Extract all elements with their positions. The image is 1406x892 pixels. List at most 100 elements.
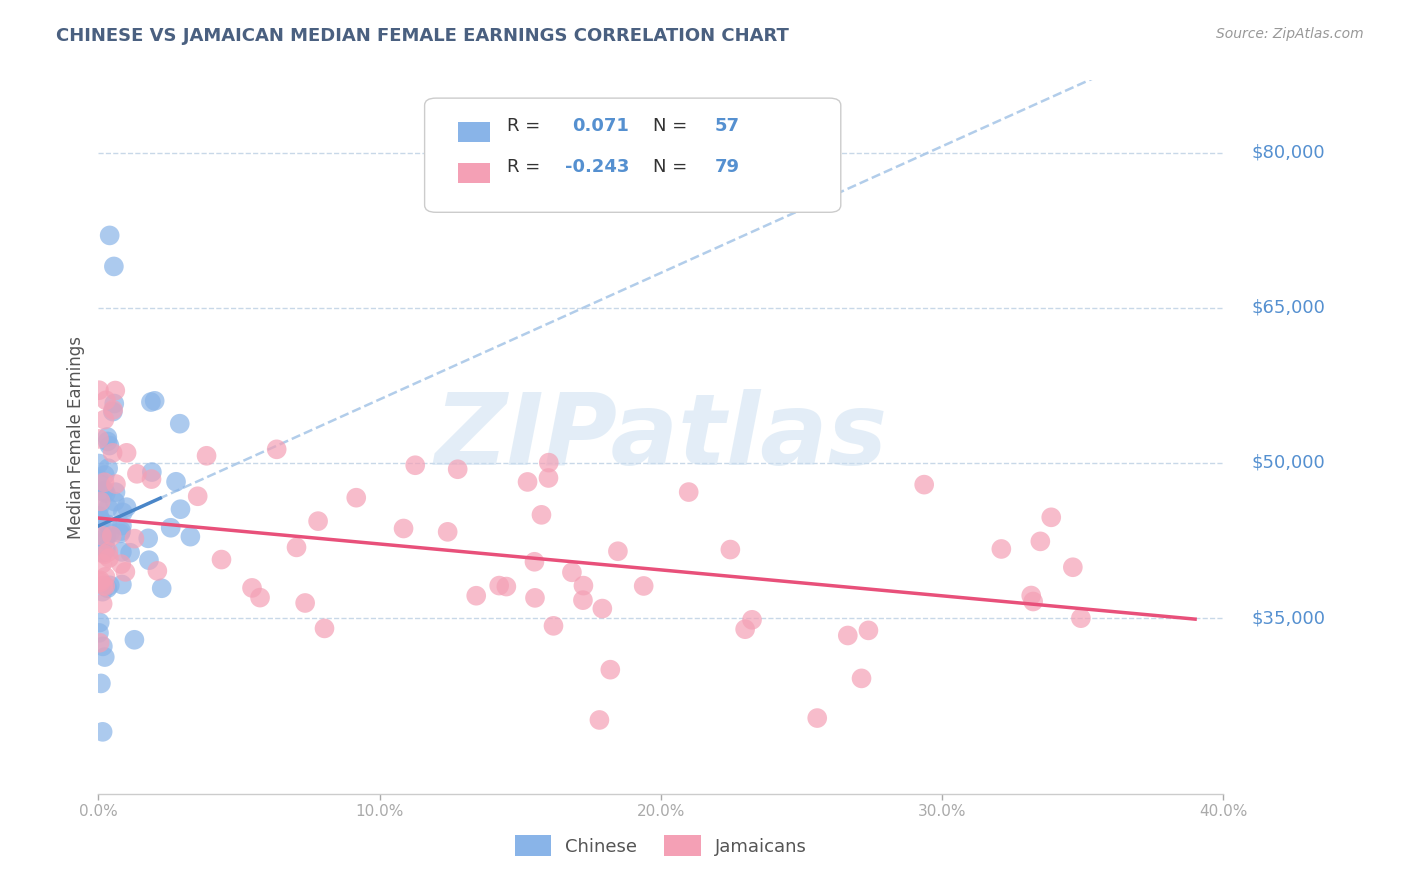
Point	[101, 404, 124, 418]
Text: Source: ZipAtlas.com: Source: ZipAtlas.com	[1216, 27, 1364, 41]
Point	[124, 532, 146, 546]
Point	[97, 434, 120, 449]
Point	[543, 619, 565, 633]
FancyBboxPatch shape	[458, 122, 489, 143]
Point	[285, 541, 308, 555]
Point	[591, 601, 613, 615]
Point	[436, 524, 458, 539]
Point	[990, 541, 1012, 556]
Text: $80,000: $80,000	[1251, 144, 1324, 161]
Point	[146, 564, 169, 578]
Point	[111, 518, 134, 533]
Point	[734, 622, 756, 636]
Point	[97, 517, 120, 532]
Point	[837, 628, 859, 642]
Point	[488, 579, 510, 593]
Point	[94, 650, 117, 665]
Point	[93, 483, 115, 498]
Point	[94, 570, 117, 584]
Point	[87, 472, 110, 486]
Point	[96, 430, 118, 444]
Point	[97, 461, 120, 475]
Point	[165, 475, 187, 489]
Point	[96, 581, 118, 595]
Point	[98, 578, 121, 592]
Point	[143, 393, 166, 408]
Point	[1022, 594, 1045, 608]
Point	[120, 546, 142, 560]
Point	[89, 574, 111, 588]
Point	[101, 402, 124, 417]
Text: 57: 57	[714, 117, 740, 135]
Point	[150, 581, 173, 595]
Point	[240, 581, 263, 595]
Point	[179, 530, 201, 544]
Point	[87, 383, 110, 397]
Point	[89, 477, 111, 491]
Point	[524, 591, 547, 605]
FancyBboxPatch shape	[458, 163, 489, 183]
Point	[572, 593, 595, 607]
Point	[97, 545, 120, 559]
Point	[115, 446, 138, 460]
Point	[94, 393, 117, 408]
Point	[111, 577, 134, 591]
Point	[110, 524, 132, 538]
Point	[678, 485, 700, 500]
Point	[93, 475, 115, 490]
Point	[718, 542, 741, 557]
Point	[87, 501, 110, 516]
Text: $35,000: $35,000	[1251, 609, 1326, 627]
Point	[94, 542, 117, 557]
Point	[89, 615, 111, 630]
Point	[110, 557, 132, 571]
Point	[111, 506, 134, 520]
Point	[169, 417, 191, 431]
Point	[136, 532, 159, 546]
Point	[294, 596, 316, 610]
Point	[537, 471, 560, 485]
Point	[89, 636, 111, 650]
Point	[307, 514, 329, 528]
Point	[392, 521, 415, 535]
Point	[561, 566, 583, 580]
Point	[495, 580, 517, 594]
Legend: Chinese, Jamaicans: Chinese, Jamaicans	[508, 828, 814, 863]
Point	[103, 260, 125, 274]
Point	[633, 579, 655, 593]
Point	[93, 548, 115, 562]
Point	[1029, 534, 1052, 549]
Text: 79: 79	[714, 158, 740, 176]
Text: $50,000: $50,000	[1251, 454, 1324, 472]
Point	[94, 579, 117, 593]
Point	[465, 589, 488, 603]
Text: N =: N =	[652, 117, 693, 135]
Point	[139, 395, 162, 409]
Point	[404, 458, 426, 473]
Point	[93, 484, 115, 499]
Point	[344, 491, 367, 505]
Y-axis label: Median Female Earnings: Median Female Earnings	[66, 335, 84, 539]
Point	[89, 575, 111, 590]
Point	[110, 526, 132, 541]
Point	[115, 500, 138, 515]
Point	[94, 530, 117, 544]
Text: R =: R =	[506, 117, 546, 135]
Point	[858, 624, 880, 638]
Point	[187, 489, 209, 503]
Text: $65,000: $65,000	[1251, 299, 1326, 317]
Point	[93, 578, 115, 592]
Point	[1062, 560, 1084, 574]
Point	[96, 529, 118, 543]
Point	[447, 462, 470, 476]
Point	[141, 465, 163, 479]
Point	[93, 412, 115, 426]
Point	[97, 500, 120, 515]
Point	[516, 475, 538, 489]
Point	[91, 546, 114, 560]
Point	[104, 477, 127, 491]
Point	[89, 508, 111, 523]
Point	[169, 502, 191, 516]
Point	[98, 438, 121, 452]
Point	[912, 477, 935, 491]
